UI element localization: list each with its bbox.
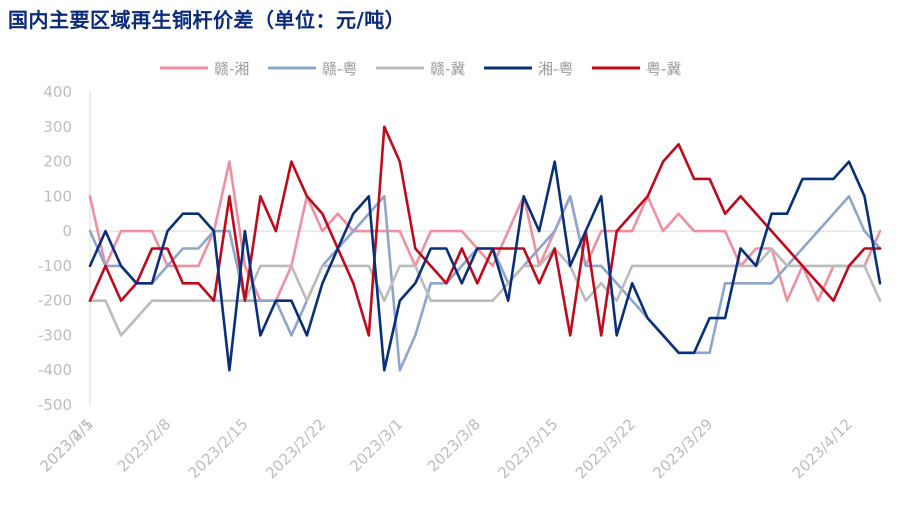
y-tick-label: 100: [43, 187, 72, 205]
legend-label: 赣-粤: [322, 60, 357, 78]
legend-label: 湘-粤: [538, 60, 573, 78]
x-tick-label: 2023/4/12: [789, 415, 856, 482]
x-tick-label: 2023/3/8: [424, 415, 484, 475]
x-tick-label: 2023/2/8: [114, 415, 174, 475]
y-tick-label: 0: [62, 222, 72, 240]
x-tick-label: 2023/2/15: [185, 415, 252, 482]
y-tick-label: 200: [43, 153, 72, 171]
legend-item: 赣-湘: [160, 60, 249, 78]
legend-item: 赣-粤: [268, 60, 357, 78]
series-line-2: [88, 195, 882, 372]
series-line-4: [88, 160, 882, 372]
legend-label: 粤-冀: [646, 60, 681, 78]
x-tick-label: 2023/3/22: [572, 415, 639, 482]
y-tick-label: -400: [38, 361, 72, 379]
y-tick-label: -500: [38, 396, 72, 414]
y-tick-label: 300: [43, 118, 72, 136]
series-lines: [88, 125, 882, 372]
legend: 赣-湘 赣-粤 赣-冀 湘-粤 粤-冀: [160, 60, 681, 78]
legend-item: 粤-冀: [592, 60, 681, 78]
x-tick-label: 2023/4/5: [36, 415, 96, 475]
series-line-5: [88, 125, 882, 337]
series-line-3: [88, 247, 882, 337]
y-tick-label: -300: [38, 326, 72, 344]
y-tick-label: 400: [43, 83, 72, 101]
x-tick-label: 2023/2/22: [262, 415, 329, 482]
legend-label: 赣-湘: [214, 60, 249, 78]
legend-item: 湘-粤: [484, 60, 573, 78]
legend-label: 赣-冀: [430, 60, 465, 78]
x-tick-label: 2023/3/15: [494, 415, 561, 482]
chart-title: 国内主要区域再生铜杆价差（单位：元/吨）: [8, 8, 406, 32]
y-axis: 400 300 200 100 0 -100 -200 -300 -400 -500: [38, 83, 91, 414]
x-tick-label: 2023/3/29: [649, 415, 716, 482]
x-tick-label: 2023/3/1: [346, 415, 406, 475]
y-tick-label: -200: [38, 292, 72, 310]
y-tick-label: -100: [38, 257, 72, 275]
legend-item: 赣-冀: [376, 60, 465, 78]
